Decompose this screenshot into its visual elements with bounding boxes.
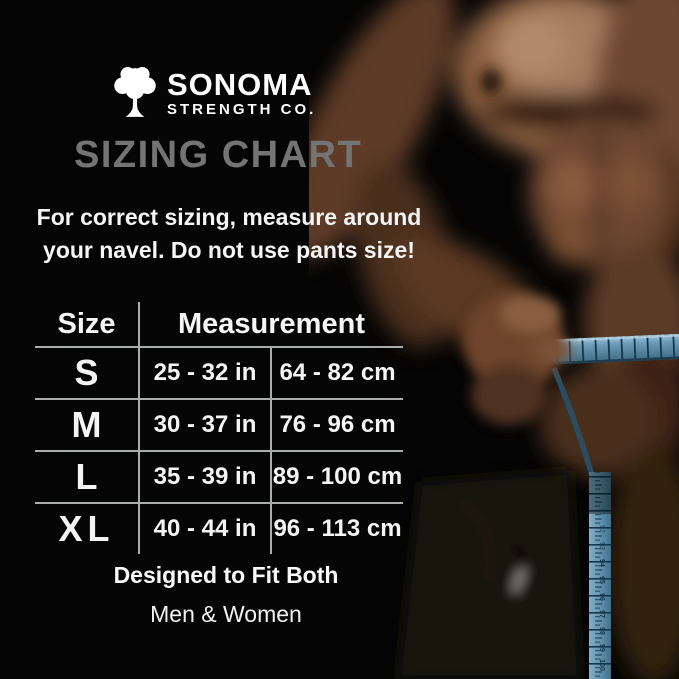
photo-detail-shapes xyxy=(397,69,581,679)
cm-cell: 64 - 82 cm xyxy=(270,346,403,399)
measuring-tape-horizontal xyxy=(534,333,679,366)
size-cell: XL xyxy=(35,502,139,554)
inches-cell: 25 - 32 in xyxy=(138,346,271,399)
cm-cell: 76 - 96 cm xyxy=(270,398,403,451)
size-cell: L xyxy=(35,450,139,503)
tape-number: 98 xyxy=(598,627,605,635)
cm-cell: 96 - 113 cm xyxy=(270,502,403,554)
brand-logo: SONOMA STRENGTH CO. xyxy=(110,66,316,120)
table-row-l: L 35 - 39 in 89 - 100 cm xyxy=(35,450,403,503)
table-header-row: Size Measurement xyxy=(35,302,403,347)
torso-photo-illustration: 91 92 93 94 95 96 97 98 99 100 xyxy=(282,0,679,679)
brand-text: SONOMA STRENGTH CO. xyxy=(167,66,316,119)
brand-subtitle: STRENGTH CO. xyxy=(167,101,317,118)
tape-number: 94 xyxy=(598,559,605,567)
sizing-table: Size Measurement S 25 - 32 in 64 - 82 cm… xyxy=(35,302,403,554)
inches-cell: 40 - 44 in xyxy=(138,502,271,554)
brand-name: SONOMA xyxy=(167,67,313,102)
tape-number: 93 xyxy=(598,542,605,550)
table-row-m: M 30 - 37 in 76 - 96 cm xyxy=(35,398,403,451)
tape-number: 96 xyxy=(598,593,605,601)
size-cell: M xyxy=(35,398,139,451)
content-column: SONOMA STRENGTH CO. SIZING CHART For cor… xyxy=(35,66,422,627)
table-row-s: S 25 - 32 in 64 - 82 cm xyxy=(35,346,403,399)
tape-number: 97 xyxy=(598,610,605,618)
measuring-tape-vertical: 91 92 93 94 95 96 97 98 99 100 xyxy=(589,472,611,679)
tape-number: 99 xyxy=(598,644,605,652)
tape-number: 95 xyxy=(598,576,605,584)
inches-cell: 30 - 37 in xyxy=(138,398,271,451)
tree-icon xyxy=(114,67,156,117)
inches-cell: 35 - 39 in xyxy=(138,450,271,503)
footer-regular-line: Men & Women xyxy=(150,601,302,627)
measuring-tape-edge xyxy=(551,366,595,476)
size-cell: S xyxy=(35,346,139,399)
tape-numbers: 91 92 93 94 95 96 97 98 99 100 xyxy=(598,508,605,671)
torso-body-shapes xyxy=(282,0,679,679)
page-title: SIZING CHART xyxy=(74,134,363,176)
tape-number: 91 xyxy=(598,508,605,516)
measurement-column-header: Measurement xyxy=(138,302,403,347)
sizing-instructions: For correct sizing, measure around your … xyxy=(36,204,422,263)
tape-number: 100 xyxy=(598,659,605,671)
size-column-header: Size xyxy=(57,307,116,340)
cm-cell: 89 - 100 cm xyxy=(270,450,403,503)
tape-number: 92 xyxy=(598,525,605,533)
hand-shape xyxy=(464,292,572,425)
table-row-xl: XL 40 - 44 in 96 - 113 cm xyxy=(35,502,403,554)
footer-bold-line: Designed to Fit Both xyxy=(113,562,339,588)
photo-region: 91 92 93 94 95 96 97 98 99 100 xyxy=(282,0,679,679)
